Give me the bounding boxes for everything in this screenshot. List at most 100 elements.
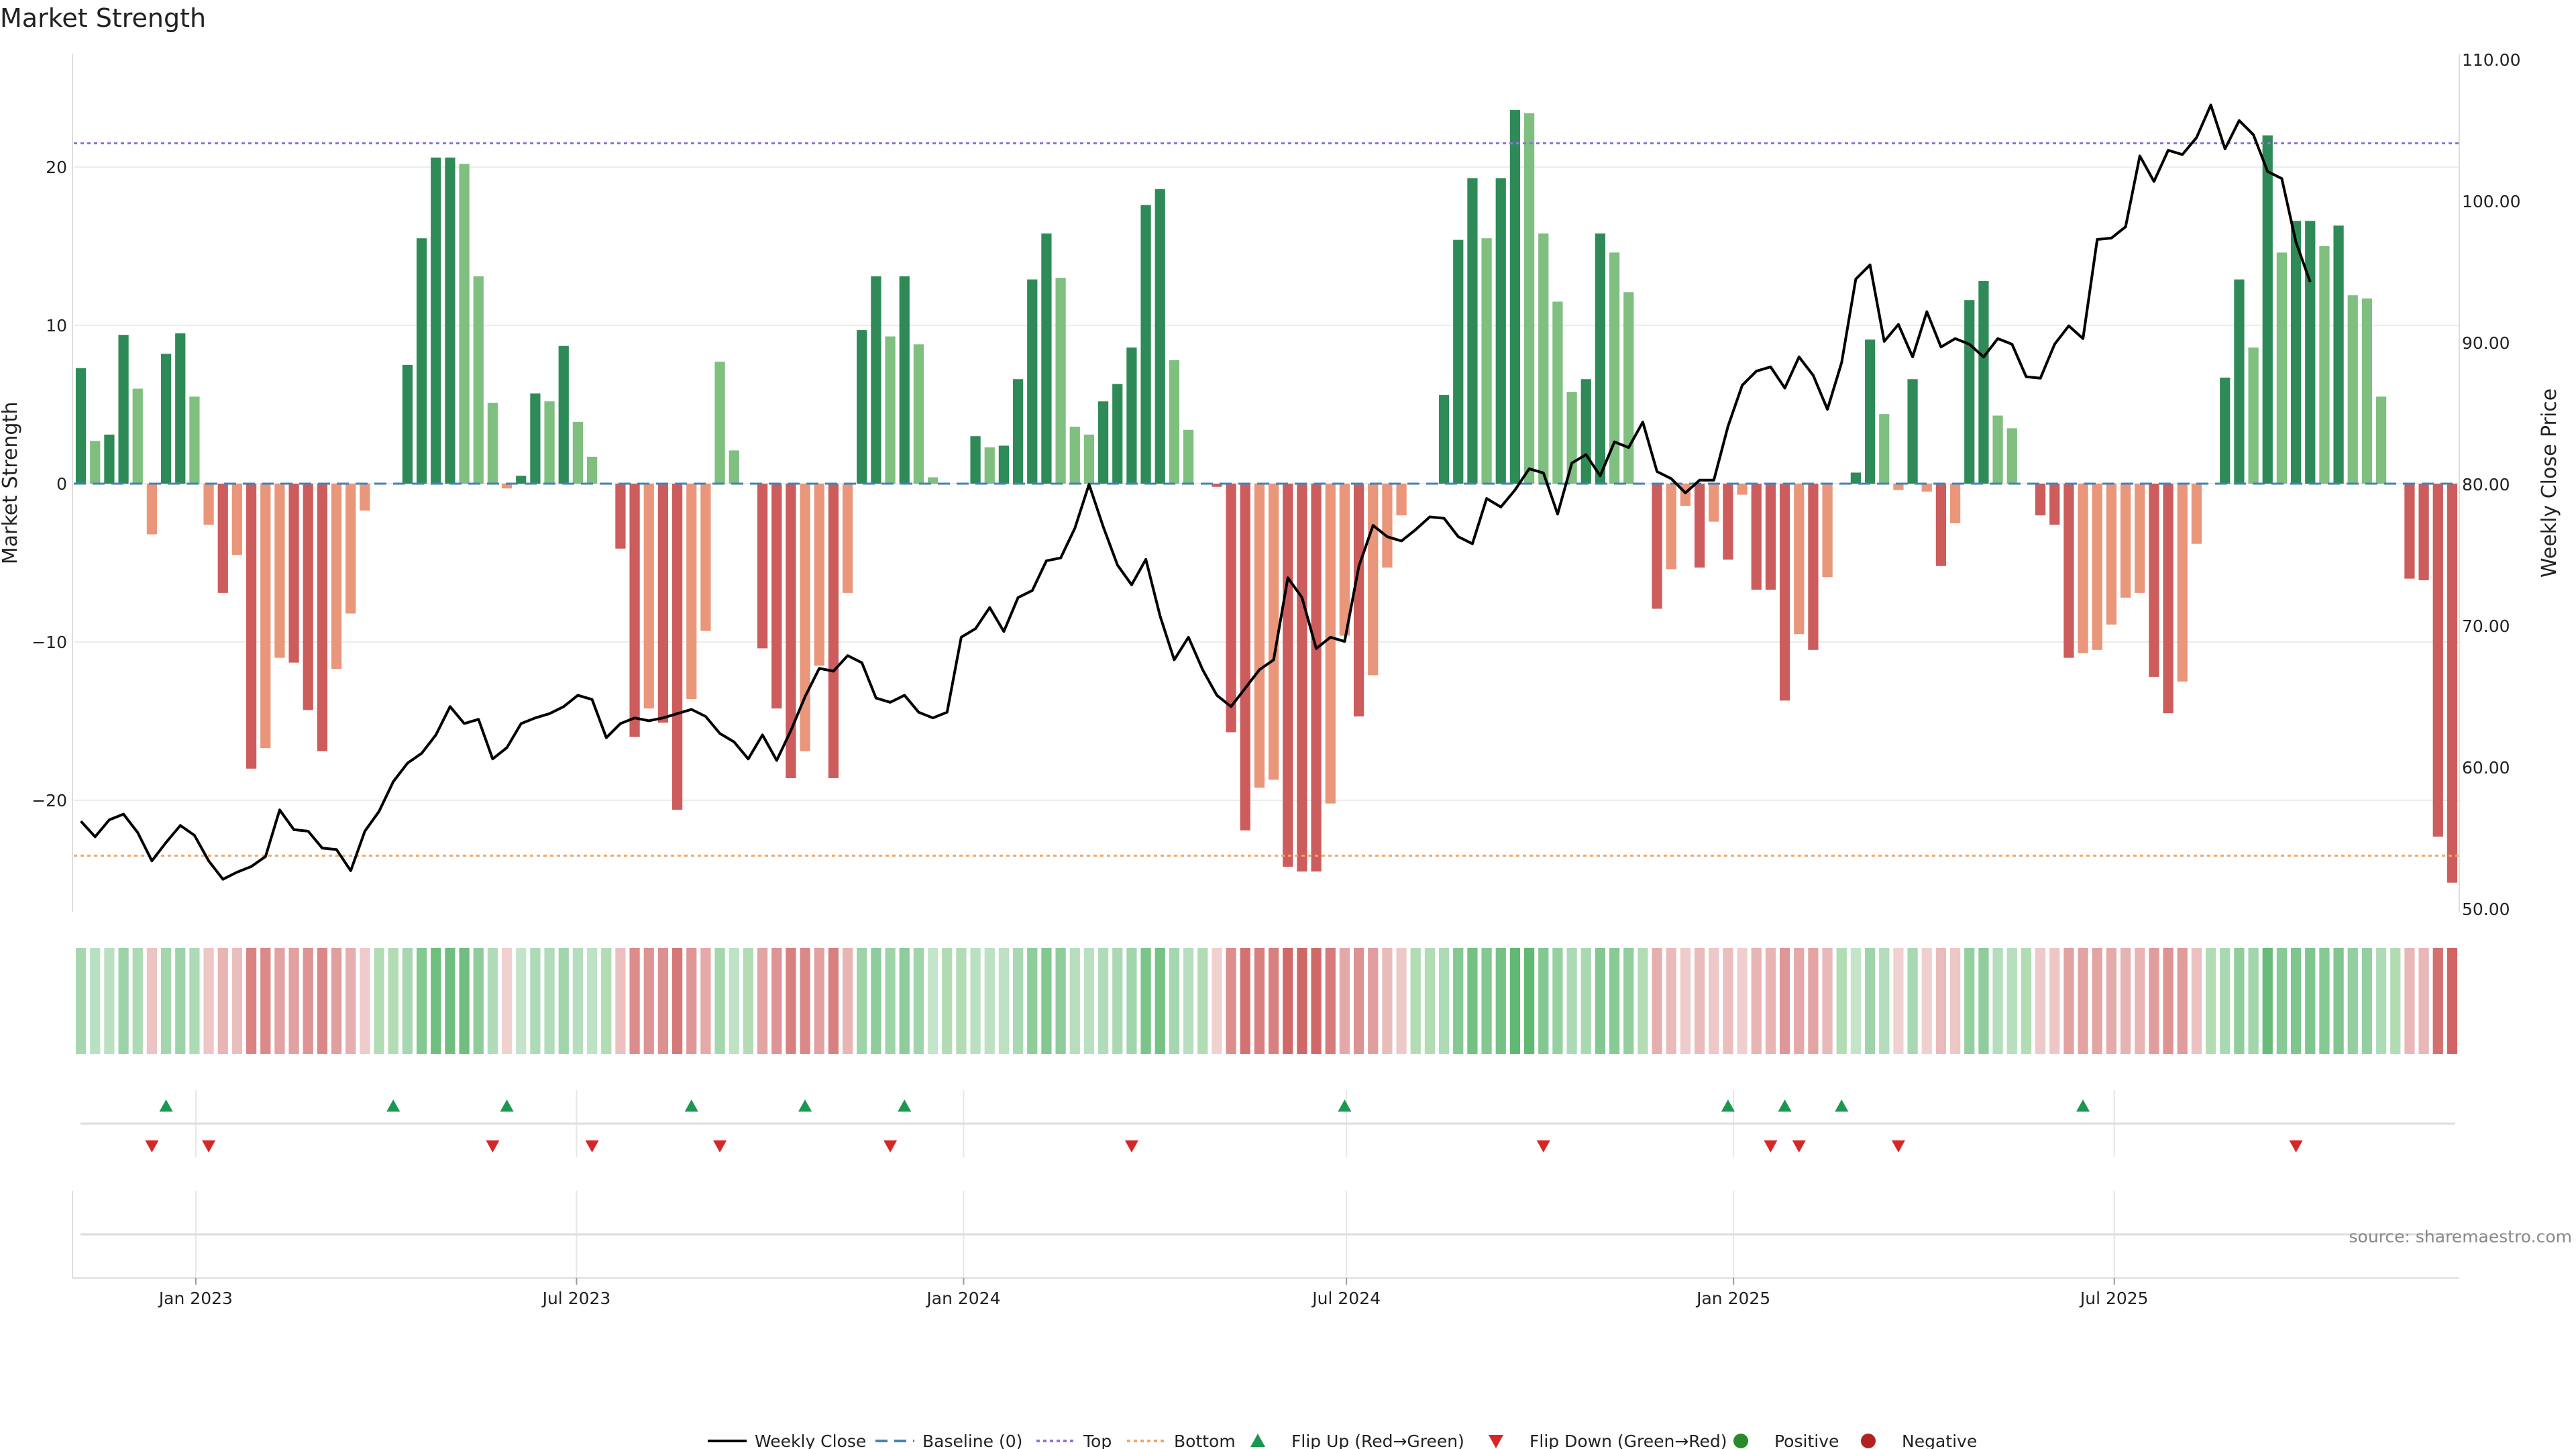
strength-bar xyxy=(1438,394,1450,484)
heat-cell xyxy=(586,948,598,1054)
strength-bar xyxy=(1396,484,1407,516)
strength-bar xyxy=(2375,396,2387,484)
y-tick-label-right: 60.00 xyxy=(2462,758,2510,777)
legend-label: Baseline (0) xyxy=(922,1432,1022,1449)
legend-item: Negative xyxy=(1861,1432,1977,1449)
flip-down-marker xyxy=(486,1140,500,1152)
heat-cell xyxy=(146,948,158,1054)
heat-cell xyxy=(2163,948,2174,1054)
strength-bar xyxy=(530,393,541,484)
heat-cell xyxy=(1396,948,1407,1054)
strength-bar xyxy=(331,484,342,669)
heat-cell xyxy=(1438,948,1450,1054)
strength-bar xyxy=(1027,279,1038,484)
strength-bar xyxy=(1737,484,1748,495)
strength-bar xyxy=(1353,484,1364,716)
heat-cell xyxy=(118,948,129,1054)
heat-cell xyxy=(2092,948,2102,1054)
heat-cell xyxy=(445,948,455,1054)
heat-cell xyxy=(2447,948,2458,1054)
strength-bar xyxy=(2092,484,2102,650)
heat-cell xyxy=(501,948,513,1054)
heat-cell xyxy=(2234,948,2245,1054)
heat-cell xyxy=(1155,948,1165,1054)
heat-cell xyxy=(416,948,427,1054)
heat-cell xyxy=(558,948,569,1054)
strength-bar xyxy=(1055,278,1066,484)
heat-cell xyxy=(160,948,172,1054)
x-tick-label: Jan 2024 xyxy=(925,1289,1000,1308)
heat-cell xyxy=(1240,948,1250,1054)
strength-bar xyxy=(1566,392,1577,484)
strength-bar xyxy=(657,484,669,723)
strength-bar xyxy=(1226,484,1236,733)
heat-cell xyxy=(2078,948,2088,1054)
flip-up-marker xyxy=(684,1099,698,1112)
heat-cell xyxy=(743,948,754,1054)
legend-label: Flip Down (Green→Red) xyxy=(1529,1432,1727,1449)
heat-cell xyxy=(544,948,555,1054)
legend-label: Bottom xyxy=(1174,1432,1236,1449)
strength-bar xyxy=(1907,379,1918,484)
strength-bars xyxy=(75,110,2458,883)
strength-bar xyxy=(2191,484,2202,544)
heat-cell xyxy=(1212,948,1222,1054)
y-tick-label-right: 70.00 xyxy=(2462,616,2510,636)
heat-cell xyxy=(487,948,498,1054)
strength-bar xyxy=(260,484,271,749)
strength-bar xyxy=(160,354,172,484)
heat-cell xyxy=(1140,948,1151,1054)
heat-cell xyxy=(1879,948,1890,1054)
strength-bar xyxy=(2006,428,2017,484)
heat-cell xyxy=(2432,948,2443,1054)
flip-up-marker xyxy=(159,1099,173,1112)
heat-cell xyxy=(913,948,924,1054)
strength-bar xyxy=(757,484,768,649)
axes: 20 10 0 −10 −20 110.00 100.00 90.00 80.00 70.00 60… xyxy=(32,50,2520,1308)
heat-cell xyxy=(1183,948,1194,1054)
heat-cell xyxy=(1723,948,1733,1054)
legend-label: Weekly Close xyxy=(755,1432,866,1449)
strength-bar xyxy=(970,436,981,484)
strength-bar xyxy=(800,484,810,751)
strength-bar xyxy=(2418,484,2429,580)
strength-bar xyxy=(1382,484,1393,568)
legend-flip-up-symbol xyxy=(1250,1434,1265,1447)
strength-bar xyxy=(2305,221,2316,484)
strength-bar xyxy=(1921,484,1932,492)
heat-cell xyxy=(899,948,910,1054)
heat-cell xyxy=(1268,948,1279,1054)
strength-bar xyxy=(104,434,115,484)
flip-up-marker xyxy=(500,1099,514,1112)
strength-bar xyxy=(2120,484,2131,598)
strength-bar xyxy=(1580,379,1591,484)
heat-cell xyxy=(1112,948,1123,1054)
x-tick-label: Jul 2024 xyxy=(1311,1289,1381,1308)
heat-cell xyxy=(1382,948,1393,1054)
source-note: source: sharemaestro.com xyxy=(2349,1227,2573,1246)
heat-cell xyxy=(1027,948,1038,1054)
heat-cell xyxy=(1978,948,1989,1054)
y-axis-title-left: Market Strength xyxy=(0,402,22,564)
flip-down-marker xyxy=(202,1140,216,1152)
strength-bar xyxy=(1808,484,1819,650)
strength-bar xyxy=(2248,347,2259,484)
flip-up-marker xyxy=(798,1099,812,1112)
heat-cell xyxy=(1580,948,1591,1054)
strength-bar xyxy=(1623,292,1634,484)
strength-bar xyxy=(2149,484,2159,677)
heat-cell xyxy=(1453,948,1464,1054)
strength-bar xyxy=(175,333,186,484)
strength-bar xyxy=(1523,113,1535,484)
strength-bar xyxy=(1339,484,1350,636)
strength-bar xyxy=(1097,401,1109,484)
heat-cell xyxy=(2361,948,2373,1054)
strength-bar xyxy=(786,484,796,778)
heat-cell xyxy=(1964,948,1975,1054)
heat-cell xyxy=(2319,948,2330,1054)
heat-cell xyxy=(800,948,810,1054)
strength-bar xyxy=(1595,233,1606,484)
flip-up-marker xyxy=(2076,1099,2090,1112)
strength-bar xyxy=(1169,360,1180,484)
flip-down-marker xyxy=(1124,1140,1138,1152)
